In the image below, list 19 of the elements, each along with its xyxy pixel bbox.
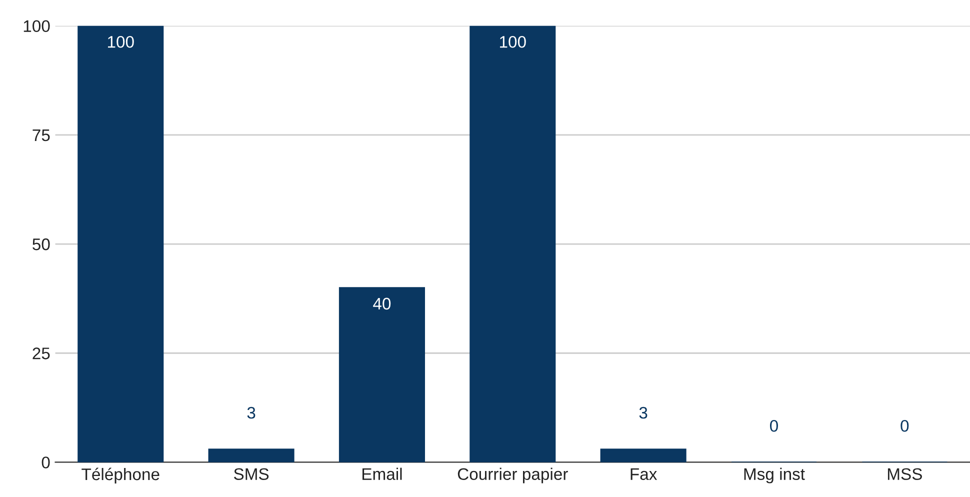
y-tick-label: 0 — [42, 456, 50, 468]
data-label: 100 — [108, 36, 134, 48]
data-label: 100 — [500, 36, 526, 48]
data-label: 0 — [900, 420, 909, 432]
x-tick-label: Téléphone — [82, 468, 160, 484]
x-tick-label: Courrier papier — [458, 468, 568, 484]
data-label: 3 — [639, 406, 648, 419]
y-tick-label: 50 — [32, 238, 50, 250]
data-label: 40 — [373, 298, 391, 310]
y-tick-label: 75 — [32, 130, 50, 142]
y-tick-label: 100 — [24, 20, 50, 32]
x-tick-label: Fax — [630, 468, 658, 480]
x-tick-label: Msg inst — [744, 468, 805, 484]
x-tick-label: MSS — [888, 468, 922, 480]
x-tick-label: SMS — [234, 468, 269, 480]
data-label: 3 — [247, 406, 256, 419]
data-label: 0 — [770, 420, 778, 432]
y-tick-label: 25 — [32, 348, 50, 360]
x-tick-label: Email — [362, 468, 402, 480]
